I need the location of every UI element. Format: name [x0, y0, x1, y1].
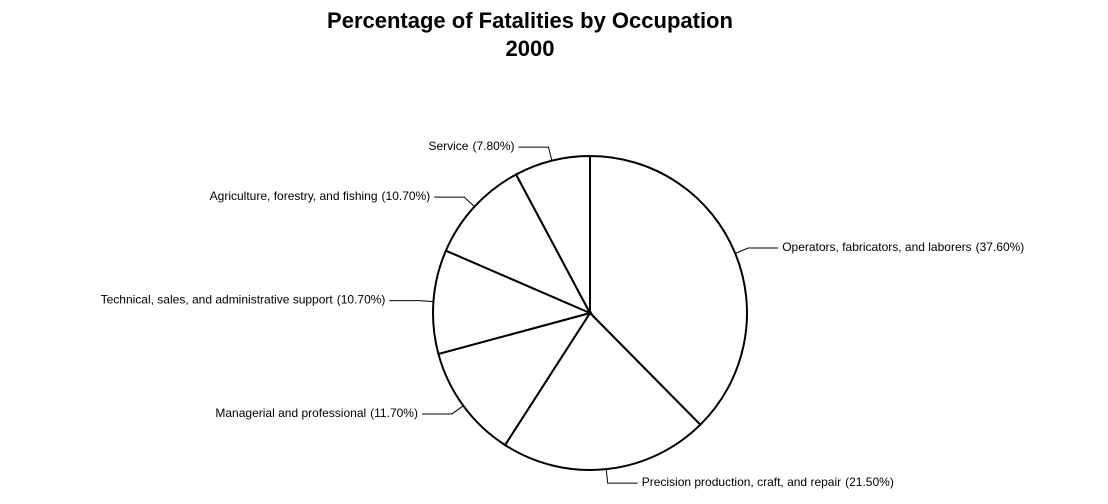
pie-slice: [503, 311, 702, 471]
slice-label: Operators, fabricators, and laborers (37.…: [782, 240, 1024, 254]
slice-name: Precision production, craft, and repair: [642, 475, 841, 489]
leader-line: [605, 469, 638, 484]
pie-slice: [437, 311, 593, 447]
slice-name: Operators, fabricators, and laborers: [782, 240, 971, 254]
leader-line: [389, 300, 434, 303]
slice-label: Service (7.80%): [428, 139, 514, 153]
slice-label: Precision production, craft, and repair (…: [642, 475, 894, 489]
slice-value: (10.70%): [382, 189, 431, 203]
slice-label: Technical, sales, and administrative sup…: [101, 293, 386, 307]
slice-value: (7.80%): [472, 139, 514, 153]
slice-label: Managerial and professional (11.70%): [215, 406, 418, 420]
pie-slice: [589, 154, 748, 427]
pie-slice: [444, 173, 593, 316]
slice-value: (37.60%): [976, 240, 1025, 254]
leader-line: [735, 247, 779, 254]
pie-slice: [432, 249, 594, 356]
slice-label: Agriculture, forestry, and fishing (10.70…: [210, 189, 431, 203]
leader-line: [434, 196, 475, 207]
slice-value: (11.70%): [370, 406, 418, 420]
leader-line: [518, 146, 553, 161]
slice-value: (21.50%): [845, 475, 894, 489]
leader-line: [421, 405, 464, 415]
chart-subtitle: 2000: [506, 36, 555, 61]
slice-name: Managerial and professional: [215, 406, 366, 420]
slice-name: Technical, sales, and administrative sup…: [101, 293, 334, 307]
slice-name: Service: [428, 139, 468, 153]
chart-title: Percentage of Fatalities by Occupation: [327, 8, 733, 33]
slice-name: Agriculture, forestry, and fishing: [210, 189, 378, 203]
slice-value: (10.70%): [337, 293, 386, 307]
